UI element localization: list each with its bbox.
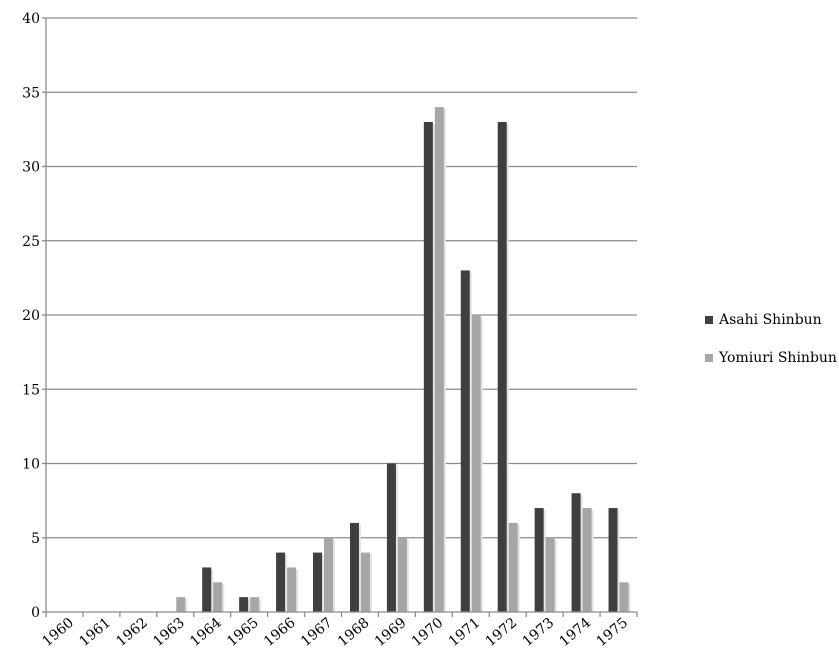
y-tick-label: 25 bbox=[22, 234, 40, 250]
bar bbox=[386, 463, 396, 612]
x-tick-labels: 1960 1961 1962 1963 1964 1965 1966 1967 1968 1969… bbox=[39, 615, 631, 650]
x-tick-label: 1972 bbox=[483, 615, 521, 650]
legend: Asahi Shinbun Yomiuri Shinbun bbox=[705, 310, 839, 386]
bar bbox=[582, 508, 592, 612]
legend-label-yomiuri: Yomiuri Shinbun bbox=[719, 350, 837, 366]
bar bbox=[608, 508, 618, 612]
x-tick-label: 1963 bbox=[150, 615, 188, 650]
y-tick-label: 30 bbox=[22, 160, 40, 176]
x-tick-label: 1964 bbox=[187, 615, 225, 650]
bar bbox=[324, 537, 334, 612]
bar bbox=[508, 522, 518, 612]
x-tick-label: 1975 bbox=[594, 615, 632, 650]
x-tick-label: 1968 bbox=[335, 615, 373, 650]
legend-swatch-yomiuri bbox=[705, 354, 713, 362]
bar bbox=[276, 552, 286, 612]
bar bbox=[497, 121, 507, 612]
bar bbox=[287, 567, 297, 612]
bar bbox=[250, 597, 260, 612]
x-tick-label: 1966 bbox=[261, 615, 299, 650]
y-tick-labels: 0 5 10 15 20 25 30 35 40 bbox=[22, 11, 40, 621]
y-tick-label: 0 bbox=[31, 605, 40, 621]
legend-item-yomiuri: Yomiuri Shinbun bbox=[705, 348, 839, 368]
y-tick-label: 35 bbox=[22, 85, 40, 101]
bar bbox=[239, 597, 249, 612]
y-tick-label: 10 bbox=[22, 457, 40, 473]
x-tick-label: 1965 bbox=[224, 615, 262, 650]
axes bbox=[42, 17, 638, 617]
bar bbox=[545, 537, 555, 612]
x-tick-label: 1970 bbox=[409, 615, 447, 650]
gridlines bbox=[46, 17, 637, 539]
x-tick-label: 1961 bbox=[76, 615, 114, 650]
bar bbox=[176, 597, 186, 612]
x-tick-label: 1969 bbox=[372, 615, 410, 650]
bar bbox=[434, 107, 444, 612]
legend-label-asahi: Asahi Shinbun bbox=[719, 312, 822, 328]
y-tick-label: 40 bbox=[22, 11, 40, 27]
bar bbox=[534, 508, 544, 612]
x-tick-label: 1974 bbox=[557, 615, 595, 650]
x-tick-label: 1971 bbox=[446, 615, 484, 650]
bar bbox=[423, 121, 433, 612]
bar bbox=[360, 552, 370, 612]
bars bbox=[176, 107, 631, 612]
bar bbox=[313, 552, 323, 612]
x-tick-label: 1967 bbox=[298, 615, 336, 650]
legend-swatch-asahi bbox=[705, 316, 713, 324]
bar bbox=[471, 315, 481, 612]
x-tick-label: 1973 bbox=[520, 615, 558, 650]
bar bbox=[349, 522, 359, 612]
bar bbox=[460, 270, 470, 612]
y-tick-label: 15 bbox=[22, 382, 40, 398]
x-tick-label: 1962 bbox=[113, 615, 151, 650]
bar bbox=[619, 582, 629, 612]
legend-item-asahi: Asahi Shinbun bbox=[705, 310, 839, 330]
bar bbox=[202, 567, 212, 612]
bar bbox=[213, 582, 223, 612]
y-tick-label: 20 bbox=[22, 308, 40, 324]
bar bbox=[571, 493, 581, 612]
x-tick-label: 1960 bbox=[39, 615, 77, 650]
bar bbox=[397, 537, 407, 612]
y-tick-label: 5 bbox=[31, 531, 40, 547]
